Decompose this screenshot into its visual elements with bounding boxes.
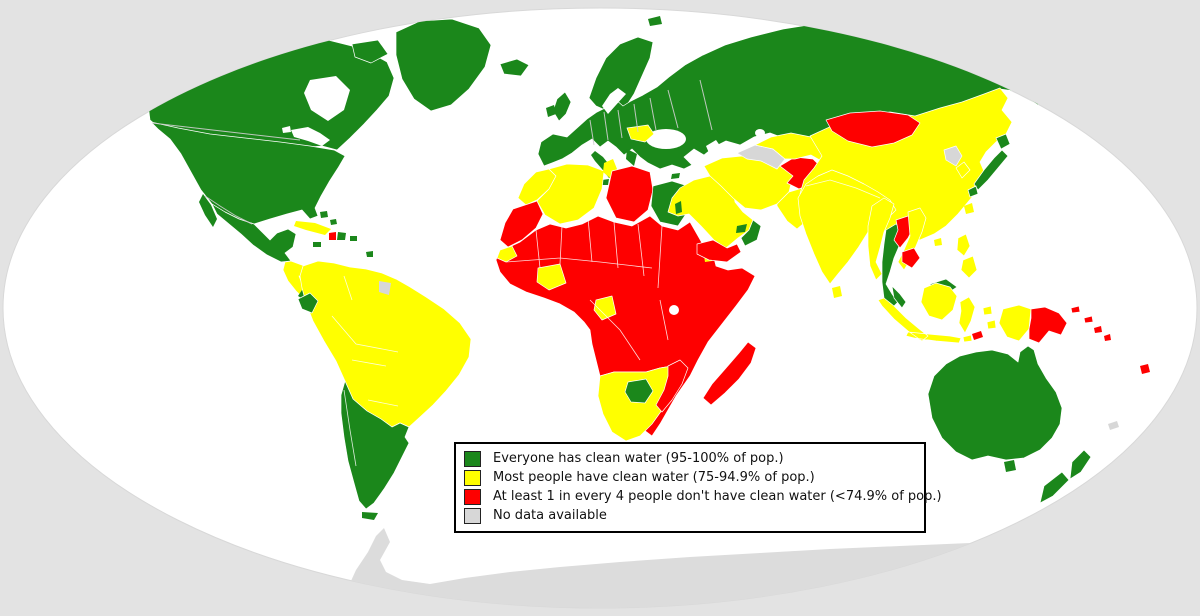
black-sea-water: [646, 129, 686, 149]
region-mozambique: [655, 359, 689, 413]
region-myanmar: [867, 197, 895, 281]
region-oman: [740, 219, 762, 247]
region-israel: [675, 201, 682, 214]
legend-label-nodata: No data available: [493, 508, 607, 523]
region-iceland: [499, 58, 530, 77]
region-indonesia: [877, 282, 1032, 344]
legend-label-red: At least 1 in every 4 people don't have …: [493, 489, 942, 504]
region-east-timor: [972, 331, 983, 340]
region-north-korea: [943, 145, 963, 167]
region-philippines: [956, 233, 978, 279]
region-senegal: [496, 245, 518, 263]
region-bahamas: [320, 211, 337, 225]
region-southern-cone: [340, 380, 410, 510]
region-baja-california: [199, 194, 217, 227]
region-uae: [736, 224, 747, 233]
region-haiti: [329, 232, 336, 240]
region-ireland: [546, 105, 556, 117]
region-ghana-ivory-coast: [536, 263, 567, 291]
region-ecuador: [297, 292, 319, 314]
region-mexico: [211, 203, 297, 263]
region-papua-new-guinea: [1028, 305, 1094, 344]
legend-swatch-nodata: [464, 507, 481, 524]
region-sri-lanka: [832, 286, 842, 298]
region-yemen: [696, 239, 742, 263]
region-hainan: [934, 238, 942, 246]
legend-swatch-red: [464, 488, 481, 505]
legend-row-red: At least 1 in every 4 people don't have …: [464, 487, 942, 506]
region-western-sahara-mauritania: [499, 200, 544, 248]
region-usa: [150, 121, 346, 225]
legend-row-yellow: Most people have clean water (75-94.9% o…: [464, 468, 916, 487]
region-jamaica: [313, 242, 321, 247]
aral-sea-water: [755, 129, 765, 137]
region-tierra-del-fuego: [362, 512, 378, 520]
region-libya: [605, 165, 654, 223]
region-cuba: [294, 221, 331, 235]
region-cambodia: [901, 247, 921, 269]
region-gabon: [593, 295, 617, 321]
great-lakes-water: [282, 126, 330, 146]
hudson-bay-water: [304, 76, 350, 121]
legend-row-nodata: No data available: [464, 506, 916, 525]
country-borders-white: [331, 179, 881, 467]
legend-label-yellow: Most people have clean water (75-94.9% o…: [493, 470, 815, 485]
region-fiji: [1140, 364, 1150, 374]
region-dominican-republic: [337, 232, 346, 240]
region-south-korea: [955, 161, 971, 179]
region-botswana: [624, 378, 654, 404]
region-puerto-rico: [350, 236, 357, 241]
legend-label-green: Everyone has clean water (95-100% of pop…: [493, 451, 784, 466]
legend-row-green: Everyone has clean water (95-100% of pop…: [464, 449, 916, 468]
region-romania: [626, 124, 655, 143]
region-suriname: [379, 281, 391, 295]
region-new-zealand: [1039, 449, 1092, 504]
region-taiwan: [964, 203, 974, 214]
region-greece: [626, 149, 637, 166]
lake-victoria-water: [669, 305, 679, 315]
country-borders-light: [151, 79, 713, 225]
region-cyprus: [671, 173, 680, 179]
region-svalbard: [648, 16, 662, 26]
legend: Everyone has clean water (95-100% of pop…: [454, 442, 942, 533]
region-new-caledonia: [1108, 421, 1119, 430]
region-mongolia: [825, 110, 921, 148]
region-greenland: [395, 18, 492, 112]
region-trinidad: [366, 251, 373, 257]
region-algeria: [536, 163, 605, 225]
legend-swatch-green: [464, 450, 481, 467]
region-tasmania: [1004, 460, 1016, 472]
region-madagascar: [702, 341, 757, 406]
region-solomon-islands: [1094, 326, 1111, 341]
region-south-america-main: [299, 260, 472, 428]
baltic-sea-water: [602, 88, 626, 114]
region-australia: [927, 345, 1063, 461]
region-japan: [967, 133, 1011, 198]
legend-swatch-yellow: [464, 469, 481, 486]
